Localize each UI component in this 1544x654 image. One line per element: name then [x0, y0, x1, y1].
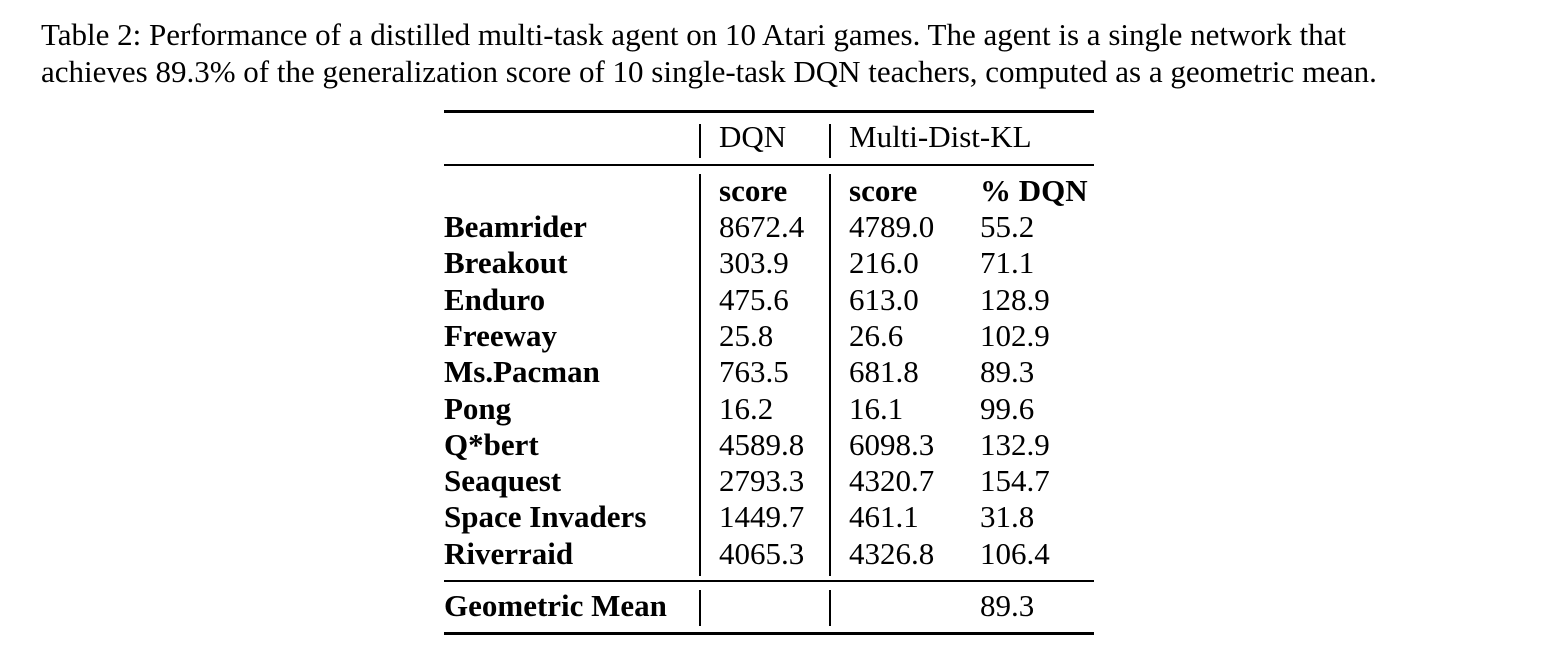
game-name-cell: Ms.Pacman [444, 354, 600, 390]
multi-score-cell: 26.6 [849, 317, 904, 353]
subheader-dqn-score: score [719, 173, 788, 208]
bottom-rule [444, 632, 1094, 635]
footer-vline-2 [829, 590, 831, 626]
dqn-score-cell: 4589.8 [719, 426, 805, 462]
dqn-score-cell: 16.2 [719, 390, 774, 426]
game-name-cell: Seaquest [444, 463, 562, 499]
game-name-cell: Enduro [444, 281, 546, 317]
dqn-score-cell: 2793.3 [719, 463, 805, 499]
header-rule [444, 164, 1094, 166]
pct-dqn-cell: 89.3 [980, 354, 1035, 390]
pct-dqn-cell: 71.1 [980, 245, 1035, 281]
multi-score-cell: 613.0 [849, 281, 919, 317]
subheader-pct-dqn: % DQN [980, 173, 1088, 208]
dqn-score-cell: 475.6 [719, 281, 789, 317]
footer-pct: 89.3 [980, 588, 1035, 623]
footer-vline-1 [699, 590, 701, 626]
dqn-score-cell: 25.8 [719, 317, 774, 353]
game-name-cell: Beamrider [444, 209, 587, 244]
dqn-score-cell: 763.5 [719, 354, 789, 390]
header-vline-1 [699, 124, 701, 158]
body-vline-1 [699, 174, 701, 576]
multi-score-cell: 681.8 [849, 354, 919, 390]
multi-score-cell: 6098.3 [849, 426, 935, 462]
multi-score-cell: 461.1 [849, 499, 919, 535]
pct-dqn-cell: 31.8 [980, 499, 1035, 535]
multi-score-cell: 4320.7 [849, 463, 935, 499]
pct-dqn-cell: 99.6 [980, 390, 1035, 426]
pct-dqn-cell: 55.2 [980, 209, 1035, 244]
table-caption: Table 2: Performance of a distilled mult… [41, 16, 1511, 90]
game-name-cell: Freeway [444, 317, 558, 353]
body-vline-2 [829, 174, 831, 576]
multi-score-cell: 16.1 [849, 390, 904, 426]
pct-dqn-cell: 154.7 [980, 463, 1050, 499]
game-name-cell: Space Invaders [444, 499, 647, 535]
caption-line-2: achieves 89.3% of the generalization sco… [41, 54, 1377, 89]
pct-dqn-cell: 132.9 [980, 426, 1050, 462]
results-table: DQN Multi-Dist-KL score score % DQN Beam… [444, 110, 1094, 636]
dqn-score-cell: 8672.4 [719, 209, 805, 244]
subheader-multi-score: score [849, 173, 918, 208]
pct-dqn-cell: 128.9 [980, 281, 1050, 317]
dqn-score-cell: 4065.3 [719, 535, 805, 571]
game-name-cell: Breakout [444, 245, 568, 281]
multi-score-cell: 4326.8 [849, 535, 935, 571]
top-rule [444, 110, 1094, 113]
game-name-cell: Pong [444, 390, 512, 426]
header-multi-dist-kl: Multi-Dist-KL [849, 119, 1032, 154]
pct-dqn-cell: 102.9 [980, 317, 1050, 353]
game-name-cell: Q*bert [444, 426, 539, 462]
header-dqn: DQN [719, 119, 787, 154]
header-vline-2 [829, 124, 831, 158]
multi-score-cell: 216.0 [849, 245, 919, 281]
game-name-cell: Riverraid [444, 535, 574, 571]
pct-dqn-cell: 106.4 [980, 535, 1050, 571]
dqn-score-cell: 1449.7 [719, 499, 805, 535]
dqn-score-cell: 303.9 [719, 245, 789, 281]
footer-label: Geometric Mean [444, 588, 667, 623]
caption-line-1: Table 2: Performance of a distilled mult… [41, 17, 1346, 52]
multi-score-cell: 4789.0 [849, 209, 935, 244]
body-bottom-rule [444, 580, 1094, 582]
